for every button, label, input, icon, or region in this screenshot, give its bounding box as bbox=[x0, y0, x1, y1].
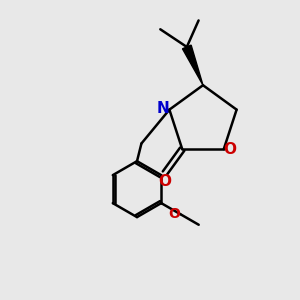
Text: O: O bbox=[158, 174, 171, 189]
Text: N: N bbox=[157, 101, 169, 116]
Polygon shape bbox=[182, 45, 203, 85]
Text: O: O bbox=[224, 142, 237, 157]
Text: O: O bbox=[168, 207, 180, 220]
